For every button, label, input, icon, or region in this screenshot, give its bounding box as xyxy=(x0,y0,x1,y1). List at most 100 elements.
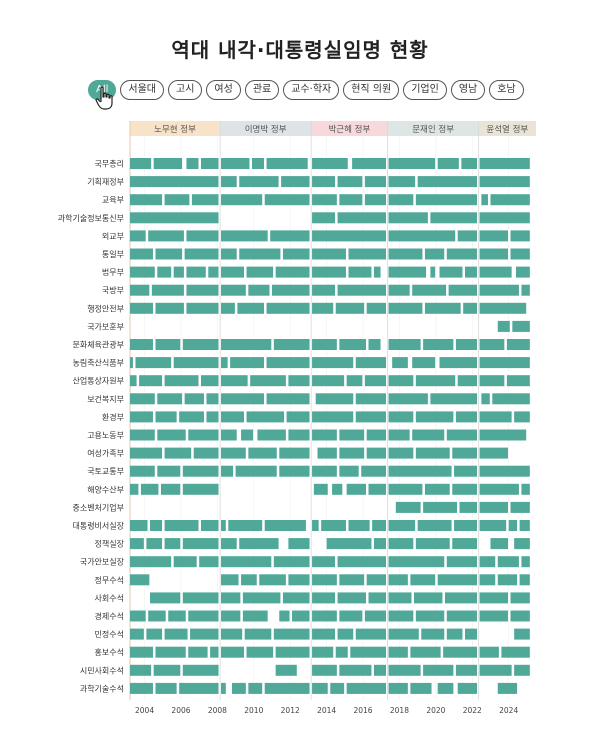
tenure-bar[interactable] xyxy=(355,357,387,369)
tenure-bar[interactable] xyxy=(457,375,478,387)
tenure-bar[interactable] xyxy=(464,266,478,278)
tenure-bar[interactable] xyxy=(339,339,366,350)
tenure-bar[interactable] xyxy=(454,465,478,477)
tenure-bar[interactable] xyxy=(221,375,248,387)
tenure-bar[interactable] xyxy=(231,682,246,694)
tenure-bar[interactable] xyxy=(424,483,450,495)
tenure-bar[interactable] xyxy=(497,682,518,694)
tenure-bar[interactable] xyxy=(388,248,423,260)
tenure-bar[interactable] xyxy=(139,375,163,387)
tenure-bar[interactable] xyxy=(248,447,277,459)
tenure-bar[interactable] xyxy=(221,176,237,188)
tenure-bar[interactable] xyxy=(130,628,144,640)
tenure-bar[interactable] xyxy=(130,411,153,423)
tenure-bar[interactable] xyxy=(388,411,414,423)
tenure-bar[interactable] xyxy=(415,610,445,622)
tenure-bar[interactable] xyxy=(130,447,163,459)
tenure-bar[interactable] xyxy=(415,411,454,423)
tenure-bar[interactable] xyxy=(514,628,530,640)
tenure-bar[interactable] xyxy=(521,483,530,495)
tenure-bar[interactable] xyxy=(481,194,488,206)
tenure-bar[interactable] xyxy=(208,266,219,278)
tenure-bar[interactable] xyxy=(164,538,181,550)
tenure-bar[interactable] xyxy=(135,357,172,369)
tenure-bar[interactable] xyxy=(228,520,263,531)
tenure-bar[interactable] xyxy=(155,302,184,314)
tenure-bar[interactable] xyxy=(164,628,188,640)
tenure-bar[interactable] xyxy=(264,520,306,531)
tenure-bar[interactable] xyxy=(221,429,237,441)
tenure-bar[interactable] xyxy=(186,230,219,242)
tenure-bar[interactable] xyxy=(312,610,337,622)
tenure-bar[interactable] xyxy=(506,375,530,387)
tenure-bar[interactable] xyxy=(372,520,387,531)
tenure-bar[interactable] xyxy=(368,592,387,604)
tenure-bar[interactable] xyxy=(186,284,219,296)
tenure-bar[interactable] xyxy=(221,556,272,568)
tenure-bar[interactable] xyxy=(388,339,421,350)
tenure-bar[interactable] xyxy=(417,520,452,531)
tenure-bar[interactable] xyxy=(388,610,414,622)
tenure-bar[interactable] xyxy=(130,556,172,568)
tenure-bar[interactable] xyxy=(130,429,155,441)
tenure-bar[interactable] xyxy=(237,302,265,314)
tenure-bar[interactable] xyxy=(221,339,272,350)
tenure-bar[interactable] xyxy=(279,447,310,459)
tenure-bar[interactable] xyxy=(479,520,507,531)
tenure-bar[interactable] xyxy=(514,664,530,676)
tenure-bar[interactable] xyxy=(164,520,199,531)
tenure-bar[interactable] xyxy=(130,664,152,676)
tenure-bar[interactable] xyxy=(242,610,268,622)
tenure-bar[interactable] xyxy=(273,556,310,568)
tenure-bar[interactable] xyxy=(186,302,219,314)
tenure-bar[interactable] xyxy=(423,501,458,513)
tenure-bar[interactable] xyxy=(155,646,186,658)
tenure-bar[interactable] xyxy=(182,538,219,550)
tenure-bar[interactable] xyxy=(241,574,257,586)
tenure-bar[interactable] xyxy=(443,646,478,658)
tenure-bar[interactable] xyxy=(452,447,478,459)
tenure-bar[interactable] xyxy=(130,538,144,550)
tenure-bar[interactable] xyxy=(160,483,181,495)
tenure-bar[interactable] xyxy=(457,230,478,242)
tenure-bar[interactable] xyxy=(275,646,310,658)
tenure-bar[interactable] xyxy=(452,538,478,550)
tenure-bar[interactable] xyxy=(455,411,478,423)
tenure-bar[interactable] xyxy=(191,194,219,206)
tenure-bar[interactable] xyxy=(190,628,219,640)
tenure-bar[interactable] xyxy=(510,610,530,622)
tenure-bar[interactable] xyxy=(130,520,148,531)
tenure-bar[interactable] xyxy=(424,302,461,314)
tenure-bar[interactable] xyxy=(221,592,241,604)
tenure-bar[interactable] xyxy=(288,574,310,586)
tenure-bar[interactable] xyxy=(332,483,343,495)
tenure-bar[interactable] xyxy=(182,483,219,495)
tenure-bar[interactable] xyxy=(130,266,155,278)
tenure-bar[interactable] xyxy=(173,357,219,369)
tenure-bar[interactable] xyxy=(366,574,387,586)
tenure-bar[interactable] xyxy=(312,375,345,387)
tenure-bar[interactable] xyxy=(266,302,310,314)
tenure-bar[interactable] xyxy=(412,429,445,441)
tenure-bar[interactable] xyxy=(273,339,310,350)
tenure-bar[interactable] xyxy=(410,682,432,694)
tenure-bar[interactable] xyxy=(337,176,363,188)
tenure-bar[interactable] xyxy=(388,447,414,459)
tenure-bar[interactable] xyxy=(168,610,186,622)
tenure-bar[interactable] xyxy=(454,520,478,531)
tenure-bar[interactable] xyxy=(459,501,478,513)
tenure-bar[interactable] xyxy=(339,429,365,441)
tenure-bar[interactable] xyxy=(446,628,463,640)
tenure-bar[interactable] xyxy=(221,610,241,622)
tenure-bar[interactable] xyxy=(270,230,310,242)
tenure-bar[interactable] xyxy=(312,266,346,278)
tenure-bar[interactable] xyxy=(346,682,387,694)
tenure-bar[interactable] xyxy=(286,411,310,423)
tenure-bar[interactable] xyxy=(457,682,478,694)
tenure-bar[interactable] xyxy=(151,284,184,296)
tenure-bar[interactable] xyxy=(437,158,459,169)
tenure-bar[interactable] xyxy=(312,664,337,676)
tenure-bar[interactable] xyxy=(479,339,505,350)
tenure-bar[interactable] xyxy=(388,266,427,278)
tenure-bar[interactable] xyxy=(312,357,354,369)
